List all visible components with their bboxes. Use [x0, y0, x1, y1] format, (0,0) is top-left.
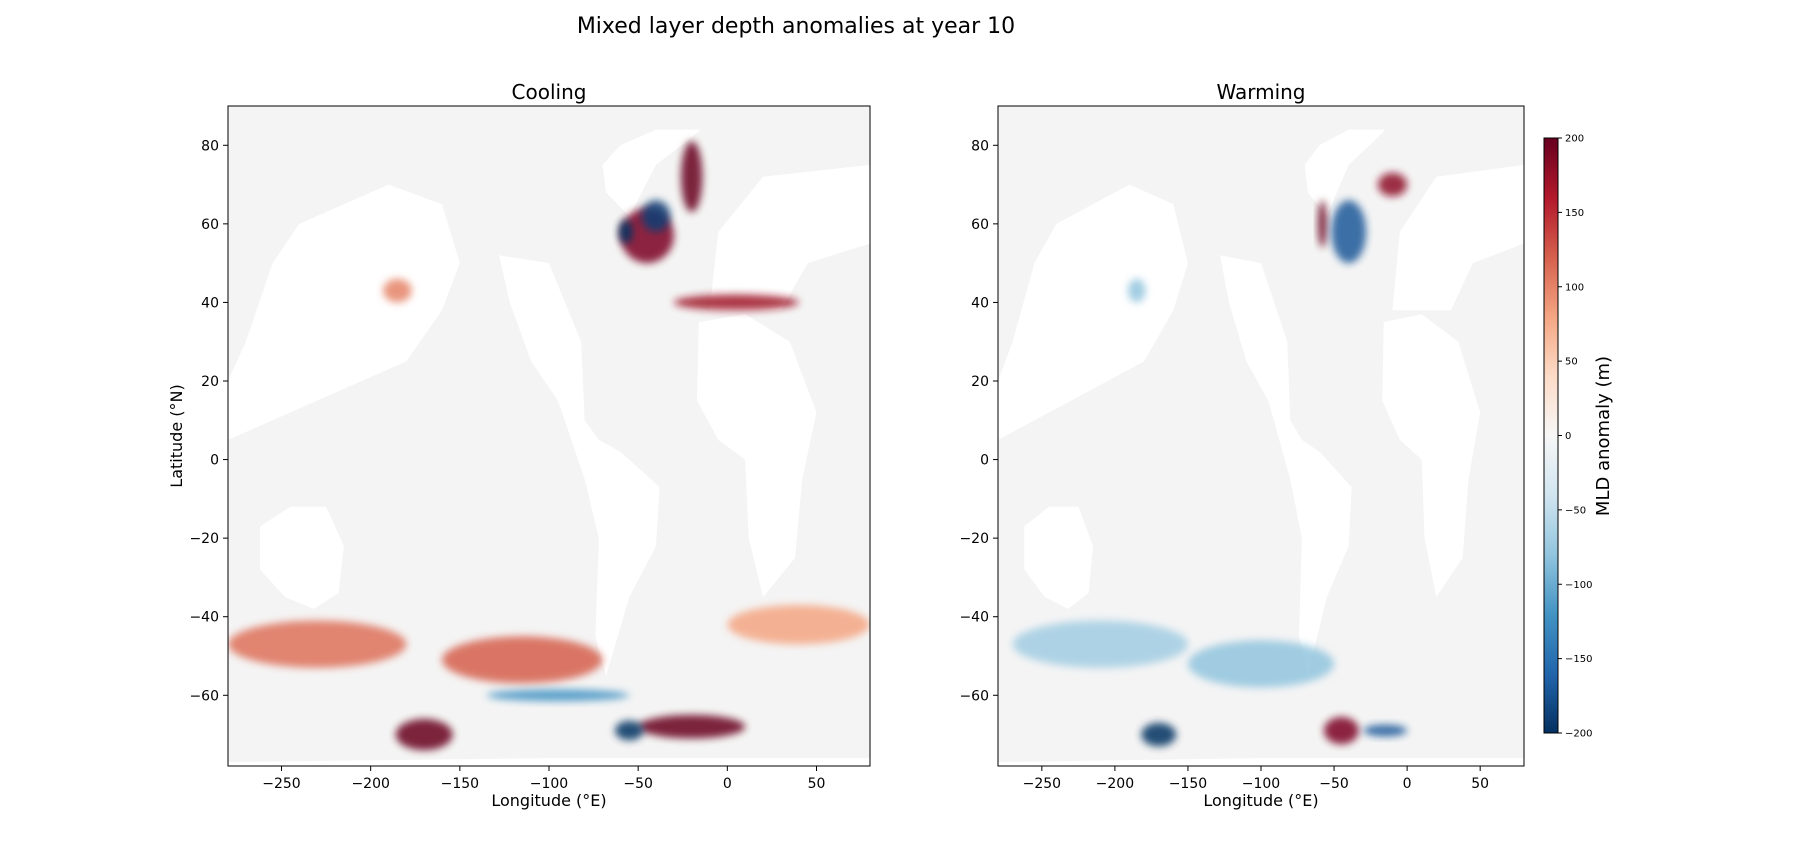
colorbar-label: MLD anomaly (m) — [1593, 356, 1614, 516]
anomaly-patch — [1363, 724, 1408, 737]
x-axis-label: Longitude (°E) — [1203, 791, 1318, 810]
colorbar: 200 150 100 50 0 −50 −100 −150 −200 MLD anomaly … — [1543, 134, 1614, 740]
x-tick-label: −250 — [262, 776, 300, 792]
y-tick-label: −20 — [959, 531, 989, 547]
anomaly-patch — [681, 141, 703, 213]
x-tick-label: −200 — [351, 776, 389, 792]
anomaly-patch — [486, 689, 630, 702]
y-tick-label: 40 — [971, 295, 989, 311]
anomaly-features — [1012, 172, 1408, 747]
colorbar-tick-label: −100 — [1565, 580, 1592, 591]
y-tick-label: −20 — [189, 531, 219, 547]
y-tick-label: 80 — [971, 138, 989, 154]
anomaly-patch — [727, 605, 870, 645]
y-tick-label: 0 — [980, 453, 989, 469]
panel-title: Cooling — [512, 80, 587, 104]
colorbar-tick-label: 0 — [1565, 431, 1571, 442]
panel-warming: Warming −250 −200 −150 −100 −50 0 50 −60−40−20… — [959, 80, 1525, 810]
anomaly-patch — [1187, 640, 1335, 688]
anomaly-patch — [383, 278, 412, 303]
y-tick-label: 40 — [201, 295, 219, 311]
panel-title: Warming — [1216, 80, 1305, 104]
anomaly-patch — [1331, 200, 1367, 264]
anomaly-patch — [638, 714, 746, 739]
continent-shape — [228, 758, 870, 766]
x-tick-label: −50 — [623, 776, 653, 792]
colorbar-tick-label: −50 — [1565, 505, 1586, 516]
x-tick-label: 50 — [1471, 776, 1489, 792]
colorbar-tick-label: 200 — [1565, 134, 1584, 145]
x-axis-ticks: −250 −200 −150 −100 −50 0 50 — [262, 766, 825, 792]
y-tick-label: 20 — [201, 374, 219, 390]
colorbar-gradient — [1543, 137, 1559, 734]
figure-title: Mixed layer depth anomalies at year 10 — [577, 14, 1015, 39]
anomaly-patch — [1012, 620, 1188, 668]
colorbar-tick-label: 50 — [1565, 357, 1578, 368]
continent-shape — [228, 184, 460, 440]
continent-shape — [602, 129, 701, 216]
colorbar-tick-label: 100 — [1565, 282, 1584, 293]
x-axis-label: Longitude (°E) — [491, 791, 606, 810]
anomaly-patch — [615, 720, 644, 741]
x-tick-label: −50 — [1319, 776, 1349, 792]
continents-layer — [998, 129, 1524, 766]
continent-shape — [1024, 506, 1093, 609]
y-tick-label: 60 — [971, 217, 989, 233]
continent-shape — [697, 314, 817, 598]
colorbar-ticks: 200 150 100 50 0 −50 −100 −150 −200 — [1558, 134, 1592, 740]
continent-shape — [1382, 314, 1481, 598]
y-tick-label: −60 — [959, 688, 989, 704]
anomaly-features — [228, 141, 870, 751]
anomaly-patch — [442, 636, 603, 684]
x-tick-label: 0 — [1403, 776, 1412, 792]
x-tick-label: −150 — [1169, 776, 1207, 792]
x-tick-label: −250 — [1023, 776, 1061, 792]
continent-shape — [998, 184, 1188, 440]
continent-shape — [1304, 129, 1386, 216]
y-axis-ticks: −60 −40 −20 0 20 40 60 80 — [189, 138, 228, 704]
continent-shape — [1220, 255, 1352, 676]
y-tick-label: −40 — [959, 610, 989, 626]
anomaly-patch — [1141, 722, 1177, 747]
x-tick-label: −100 — [1242, 776, 1280, 792]
panel-cooling: Cooling −250 −200 −150 −100 −50 0 50 −60−40−20… — [167, 80, 871, 810]
x-tick-label: 50 — [808, 776, 826, 792]
continent-shape — [260, 506, 344, 609]
anomaly-patch — [1128, 278, 1146, 303]
y-tick-label: 60 — [201, 217, 219, 233]
anomaly-patch — [1377, 172, 1408, 197]
anomaly-patch — [395, 718, 453, 751]
anomaly-patch — [641, 200, 671, 232]
anomaly-patch — [673, 294, 799, 311]
colorbar-tick-label: −150 — [1565, 654, 1592, 665]
x-tick-label: −200 — [1096, 776, 1134, 792]
anomaly-patch — [1318, 200, 1327, 248]
y-tick-label: 20 — [971, 374, 989, 390]
continent-shape — [709, 164, 870, 311]
colorbar-tick-label: −200 — [1565, 729, 1592, 740]
anomaly-patch — [618, 219, 633, 244]
anomaly-patch — [1323, 716, 1359, 745]
continents-layer — [228, 129, 870, 766]
y-tick-label: −40 — [189, 610, 219, 626]
x-tick-label: −100 — [530, 776, 568, 792]
anomaly-patch — [228, 620, 407, 668]
x-tick-label: 0 — [723, 776, 732, 792]
x-tick-label: −150 — [441, 776, 479, 792]
y-axis-ticks: −60 −40 −20 0 20 40 60 80 — [959, 138, 998, 704]
continent-shape — [998, 758, 1524, 766]
colorbar-tick-label: 150 — [1565, 208, 1584, 219]
y-tick-label: 80 — [201, 138, 219, 154]
y-axis-label: Latitude (°N) — [167, 384, 186, 487]
y-tick-label: 0 — [210, 453, 219, 469]
continent-shape — [499, 255, 660, 676]
x-axis-ticks: −250 −200 −150 −100 −50 0 50 — [1023, 766, 1489, 792]
continent-shape — [1392, 164, 1524, 311]
y-tick-label: −60 — [189, 688, 219, 704]
